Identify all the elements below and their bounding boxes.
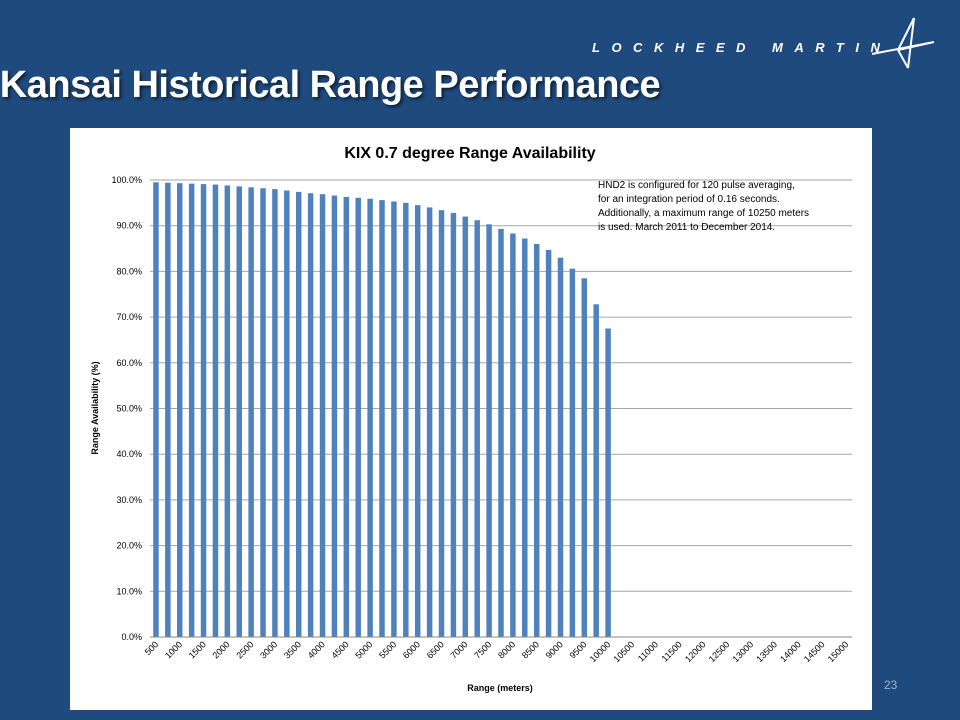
bar-4250: [331, 195, 338, 637]
x-tick-label: 4000: [306, 639, 327, 660]
x-tick-label: 8500: [520, 639, 541, 660]
y-tick-label: 100.0%: [111, 175, 142, 185]
range-availability-chart: KIX 0.7 degree Range Availability 0.0% 10…: [90, 145, 852, 693]
bar-3750: [307, 193, 314, 637]
page-number: 23: [884, 678, 898, 692]
x-tick-label: 6000: [401, 639, 422, 660]
chart-bars: [153, 182, 611, 638]
x-tick-label: 7000: [448, 639, 469, 660]
chart-title: KIX 0.7 degree Range Availability: [344, 145, 595, 162]
x-tick-label: 2000: [211, 639, 232, 660]
x-tick-label: 7500: [472, 639, 493, 660]
bar-7750: [498, 228, 504, 638]
bar-1250: [188, 183, 195, 637]
x-tick-label: 2500: [234, 639, 255, 660]
bar-6250: [426, 207, 433, 638]
x-tick-label: 1000: [163, 639, 184, 660]
x-tick-label: 500: [143, 639, 161, 657]
brand-wordmark: LOCKHEED MARTIN: [592, 40, 892, 55]
y-tick-label: 20.0%: [116, 541, 142, 551]
y-tick-label: 10.0%: [116, 586, 142, 596]
bar-7000: [462, 216, 469, 637]
bar-4000: [319, 194, 326, 637]
bar-9000: [557, 257, 564, 637]
bar-750: [165, 182, 171, 637]
x-tick-label: 8000: [496, 639, 517, 660]
bar-2250: [236, 186, 242, 637]
bar-8250: [522, 238, 528, 637]
x-tick-label: 3000: [258, 639, 279, 660]
bar-5000: [367, 198, 373, 637]
x-axis-ticks: 500 1000 1500 2000 2500 3000 3500 4000 4500 5000 5…: [143, 639, 851, 664]
lockheed-star-icon: [871, 17, 935, 69]
annotation-line: HND2 is configured for 120 pulse averagi…: [598, 180, 795, 191]
bar-3250: [284, 190, 290, 638]
x-tick-label: 3500: [282, 639, 303, 660]
annotation-line: for an integration period of 0.16 second…: [598, 194, 780, 205]
x-tick-label: 9500: [567, 639, 588, 660]
y-tick-label: 70.0%: [116, 312, 142, 322]
y-axis-label: Range Availability (%): [90, 361, 100, 454]
bar-5250: [379, 200, 385, 637]
x-tick-label: 4500: [330, 639, 351, 660]
x-tick-label: 10500: [612, 639, 637, 664]
x-tick-label: 1500: [187, 639, 208, 660]
chart-annotation: HND2 is configured for 120 pulse averagi…: [598, 180, 809, 233]
x-tick-label: 12000: [683, 639, 708, 664]
x-tick-label: 11500: [660, 639, 684, 663]
slide-title-text: Kansai Historical Range Performance: [0, 64, 661, 106]
bar-6000: [414, 205, 421, 637]
bar-3500: [295, 191, 302, 637]
x-tick-label: 11000: [636, 639, 660, 663]
annotation-line: is used. March 2011 to December 2014.: [598, 222, 775, 233]
x-tick-label: 10000: [588, 639, 613, 664]
bar-7500: [486, 224, 492, 637]
y-tick-label: 90.0%: [116, 221, 142, 231]
annotation-line: Additionally, a maximum range of 10250 m…: [598, 208, 809, 219]
chart-panel: KIX 0.7 degree Range Availability 0.0% 10…: [70, 128, 872, 710]
y-tick-label: 50.0%: [116, 404, 142, 414]
bar-9250: [569, 268, 576, 637]
x-tick-label: 9000: [544, 639, 565, 660]
slide-title: Kansai Historical Range Performance: [0, 64, 960, 107]
x-tick-label: 5500: [377, 639, 398, 660]
bar-3000: [272, 189, 278, 637]
y-tick-label: 30.0%: [116, 495, 142, 505]
bar-500: [153, 182, 159, 637]
bar-1000: [177, 183, 183, 637]
x-tick-label: 12500: [707, 639, 732, 664]
bar-2000: [224, 185, 231, 637]
x-tick-label: 13500: [754, 639, 779, 664]
x-tick-label: 5000: [353, 639, 374, 660]
bar-2750: [260, 188, 266, 637]
x-tick-label: 14000: [778, 639, 803, 664]
y-axis-ticks: 0.0% 10.0% 20.0% 30.0% 40.0% 50.0% 60.0% 70.0% 8…: [111, 175, 142, 642]
bar-5750: [403, 202, 409, 637]
bar-4750: [355, 197, 361, 637]
bar-4500: [343, 196, 350, 637]
x-tick-label: 6500: [425, 639, 446, 660]
x-tick-label: 13000: [731, 639, 756, 664]
bar-6500: [438, 210, 445, 638]
y-tick-label: 60.0%: [116, 358, 142, 368]
bar-6750: [450, 212, 457, 637]
bar-7250: [474, 220, 480, 637]
x-axis-label: Range (meters): [467, 683, 533, 693]
bar-8750: [545, 249, 552, 637]
bar-2500: [248, 187, 254, 637]
x-tick-label: 15000: [826, 639, 851, 664]
bar-8500: [533, 243, 540, 637]
y-tick-label: 40.0%: [116, 449, 142, 459]
bar-5500: [391, 201, 397, 637]
bar-8000: [510, 233, 516, 637]
y-tick-label: 80.0%: [116, 266, 142, 276]
bar-10000: [605, 328, 611, 637]
bar-9750: [593, 304, 599, 637]
bar-1500: [200, 184, 207, 637]
bar-1750: [212, 184, 219, 637]
y-tick-label: 0.0%: [121, 632, 142, 642]
x-tick-label: 14500: [802, 639, 827, 664]
bar-9500: [581, 278, 588, 637]
